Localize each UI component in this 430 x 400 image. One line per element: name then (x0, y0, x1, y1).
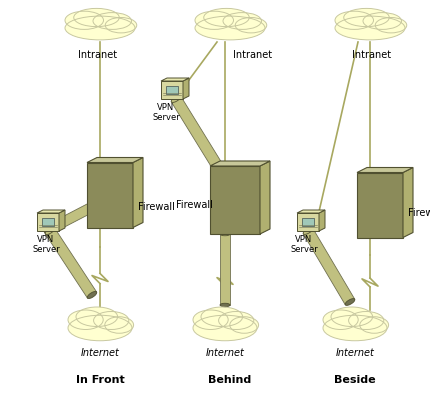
Ellipse shape (193, 315, 257, 341)
Text: Internet: Internet (206, 348, 244, 358)
Ellipse shape (235, 18, 267, 33)
Polygon shape (44, 200, 98, 236)
Ellipse shape (93, 200, 99, 210)
Ellipse shape (360, 317, 389, 333)
Polygon shape (183, 78, 189, 99)
Text: In Front: In Front (76, 375, 124, 385)
Ellipse shape (220, 303, 230, 307)
Ellipse shape (303, 228, 313, 234)
Polygon shape (210, 161, 270, 166)
Text: Firewall: Firewall (138, 202, 175, 212)
Polygon shape (133, 158, 143, 228)
Ellipse shape (218, 312, 254, 330)
Ellipse shape (349, 312, 384, 330)
Ellipse shape (220, 232, 230, 236)
Ellipse shape (105, 18, 137, 33)
Polygon shape (303, 228, 355, 305)
Polygon shape (161, 78, 189, 81)
Ellipse shape (87, 292, 97, 298)
Ellipse shape (171, 96, 181, 102)
Polygon shape (220, 234, 230, 305)
Ellipse shape (216, 168, 226, 176)
Polygon shape (37, 213, 59, 231)
Ellipse shape (93, 13, 132, 29)
Text: Firewall: Firewall (408, 208, 430, 218)
Ellipse shape (223, 13, 261, 29)
Text: VPN
Server: VPN Server (290, 235, 318, 254)
Text: VPN
Server: VPN Server (152, 103, 180, 122)
Polygon shape (357, 168, 413, 172)
Ellipse shape (331, 307, 373, 326)
Polygon shape (260, 161, 270, 234)
Ellipse shape (65, 16, 135, 40)
Ellipse shape (68, 310, 103, 330)
Polygon shape (297, 210, 325, 213)
Polygon shape (161, 81, 183, 99)
Polygon shape (87, 158, 143, 162)
Ellipse shape (76, 307, 117, 326)
Polygon shape (302, 218, 314, 226)
Text: Intranet: Intranet (78, 50, 117, 60)
Ellipse shape (201, 307, 243, 326)
Ellipse shape (195, 16, 265, 40)
Polygon shape (166, 86, 178, 94)
Text: Firewall: Firewall (176, 200, 213, 210)
Text: VPN
Server: VPN Server (32, 235, 60, 254)
Ellipse shape (335, 16, 405, 40)
Ellipse shape (68, 315, 132, 341)
Polygon shape (210, 166, 260, 234)
Ellipse shape (65, 11, 104, 30)
Polygon shape (319, 210, 325, 231)
Polygon shape (87, 162, 133, 228)
Text: Beside: Beside (334, 375, 376, 385)
Text: Behind: Behind (209, 375, 252, 385)
Ellipse shape (204, 8, 249, 26)
Ellipse shape (193, 310, 228, 330)
Polygon shape (42, 218, 54, 226)
Polygon shape (46, 228, 97, 298)
Ellipse shape (345, 299, 355, 305)
Ellipse shape (363, 13, 402, 29)
Ellipse shape (344, 8, 389, 26)
Ellipse shape (94, 312, 129, 330)
Polygon shape (171, 96, 226, 175)
Ellipse shape (323, 315, 387, 341)
Text: Internet: Internet (80, 348, 120, 358)
Ellipse shape (45, 228, 55, 234)
Polygon shape (59, 210, 65, 231)
Ellipse shape (335, 11, 374, 30)
Text: Intranet: Intranet (353, 50, 392, 60)
Polygon shape (403, 168, 413, 238)
Polygon shape (297, 213, 319, 231)
Ellipse shape (195, 11, 233, 30)
Polygon shape (357, 172, 403, 238)
Polygon shape (37, 210, 65, 213)
Text: Intranet: Intranet (233, 50, 273, 60)
Ellipse shape (375, 18, 407, 33)
Ellipse shape (74, 8, 119, 26)
Ellipse shape (230, 317, 258, 333)
Ellipse shape (43, 226, 49, 236)
Ellipse shape (323, 310, 358, 330)
Ellipse shape (105, 317, 134, 333)
Text: Internet: Internet (335, 348, 375, 358)
